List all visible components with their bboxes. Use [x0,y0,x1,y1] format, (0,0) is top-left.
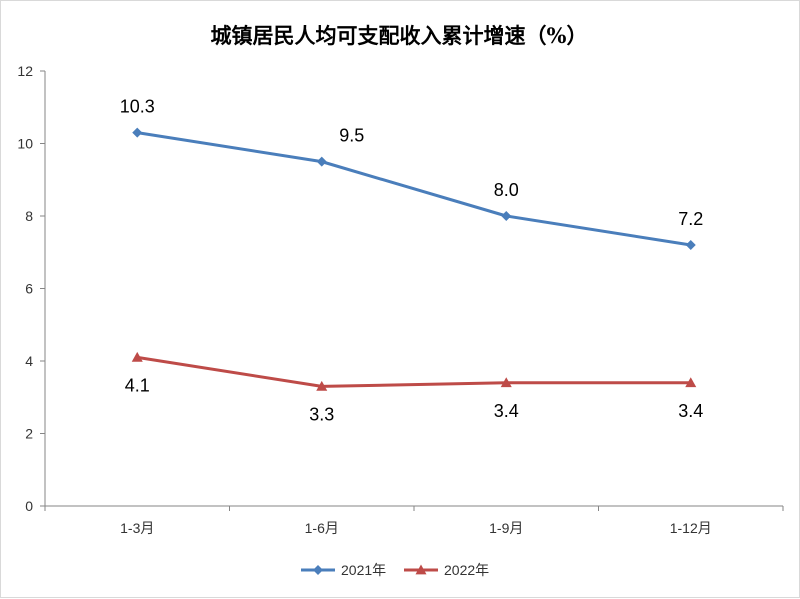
y-tick-label: 8 [25,208,33,224]
data-point [501,211,512,221]
x-tick-label: 1-6月 [305,520,339,536]
legend-label: 2022年 [444,562,489,578]
y-tick-label: 2 [25,426,33,442]
data-label: 9.5 [339,126,364,146]
series-line-0 [137,131,691,247]
data-point [500,377,512,388]
legend-marker [415,564,427,575]
data-label: 4.1 [125,375,150,395]
y-tick-label: 6 [25,281,33,297]
data-label: 3.4 [678,401,703,421]
chart-title: 城镇居民人均可支配收入累计增速（%） [211,23,588,48]
data-labels-layer: 10.3 9.5 8.0 7.2 4.1 3.3 3.4 3.4 [120,97,704,425]
legend-marker [313,565,323,575]
data-label: 7.2 [678,209,703,229]
data-point [132,127,143,138]
data-point [316,156,327,167]
x-tick-label: 1-9月 [489,520,523,536]
x-tick-label: 1-12月 [670,520,712,536]
chart-legend: 2021年 2022年 [301,562,489,578]
x-tick-label: 1-3月 [120,520,154,536]
legend-label: 2021年 [341,562,386,578]
series-layer [131,127,697,391]
data-point [131,351,143,362]
chart-axes: 0 2 4 6 8 10 12 1-3月 1-6月 1-9月 1-12月 [17,63,784,536]
data-point [685,240,696,250]
y-tick-label: 4 [25,353,33,369]
data-label: 8.0 [494,180,519,200]
data-point [685,377,697,388]
y-tick-label: 0 [25,498,33,514]
data-label: 3.3 [309,404,334,424]
series-line-1 [137,355,691,388]
data-label: 10.3 [120,97,155,117]
data-point [316,380,328,391]
data-label: 3.4 [494,401,519,421]
y-tick-label: 10 [17,136,33,152]
y-tick-label: 12 [17,63,33,79]
